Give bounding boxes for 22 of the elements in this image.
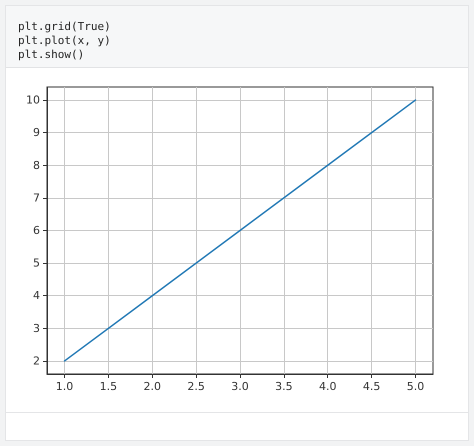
- x-tick-label: 5.0: [406, 380, 424, 393]
- y-tick-label: 9: [33, 126, 40, 140]
- x-tick-label: 1.0: [56, 380, 74, 393]
- y-tick-label: 10: [26, 94, 40, 107]
- x-tick-label: 3.5: [275, 380, 293, 393]
- text: plt.show(): [18, 48, 84, 62]
- text: plt.plot(x, y): [18, 34, 111, 48]
- x-tick-label: 4.5: [362, 380, 380, 393]
- x-tick-label: 2.0: [144, 380, 162, 393]
- y-tick-label: 3: [33, 322, 40, 335]
- line-series: [64, 99, 416, 362]
- x-tick-label: 4.0: [318, 380, 336, 393]
- y-tick-label: 4: [33, 289, 40, 302]
- x-tick-label: 1.5: [100, 380, 118, 393]
- text: plt.grid(True): [18, 20, 111, 34]
- x-tick-label: 3.0: [231, 380, 249, 393]
- y-tick-label: 6: [33, 224, 40, 237]
- y-tick-label: 5: [33, 256, 40, 270]
- x-tick-label: 2.5: [187, 380, 205, 393]
- y-tick-label: 8: [33, 158, 40, 172]
- y-tick-label: 2: [33, 354, 40, 368]
- y-tick-label: 7: [33, 191, 40, 204]
